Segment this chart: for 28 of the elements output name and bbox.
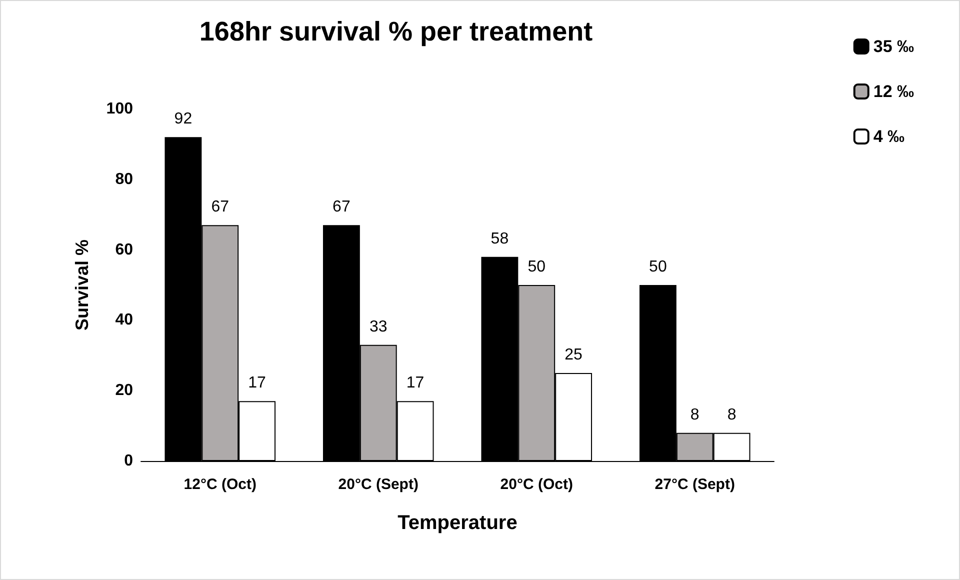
- legend-label: 35 ‰: [873, 37, 914, 56]
- x-tick-label: 20°C (Sept): [338, 476, 418, 493]
- legend-label: 4 ‰: [873, 127, 905, 146]
- y-tick-label: 100: [106, 100, 134, 118]
- data-label: 58: [490, 230, 509, 248]
- y-tick-label: 60: [115, 241, 134, 258]
- data-label: 8: [727, 406, 736, 424]
- data-label: 33: [369, 318, 388, 336]
- y-tick-label: 0: [124, 452, 134, 470]
- data-label: 17: [406, 374, 424, 392]
- data-label: 67: [332, 198, 350, 216]
- data-label: 50: [528, 258, 546, 276]
- data-label: 17: [248, 374, 266, 392]
- x-tick-label: 12°C (Oct): [184, 476, 256, 493]
- x-axis-title: Temperature: [398, 512, 518, 534]
- data-label: 67: [211, 198, 230, 216]
- y-tick-label: 20: [115, 382, 134, 400]
- data-label: 8: [690, 406, 700, 424]
- y-tick-label: 80: [115, 170, 134, 188]
- data-label: 25: [564, 346, 583, 364]
- data-label: 50: [649, 258, 667, 276]
- y-tick-label: 40: [115, 312, 134, 329]
- legend-label: 12 ‰: [873, 82, 914, 101]
- y-axis-title: Survival %: [72, 239, 92, 331]
- chart-title: 168hr survival % per treatment: [199, 16, 593, 46]
- x-tick-label: 27°C (Sept): [654, 476, 735, 493]
- data-label: 92: [174, 110, 192, 128]
- x-tick-label: 20°C (Oct): [500, 476, 573, 493]
